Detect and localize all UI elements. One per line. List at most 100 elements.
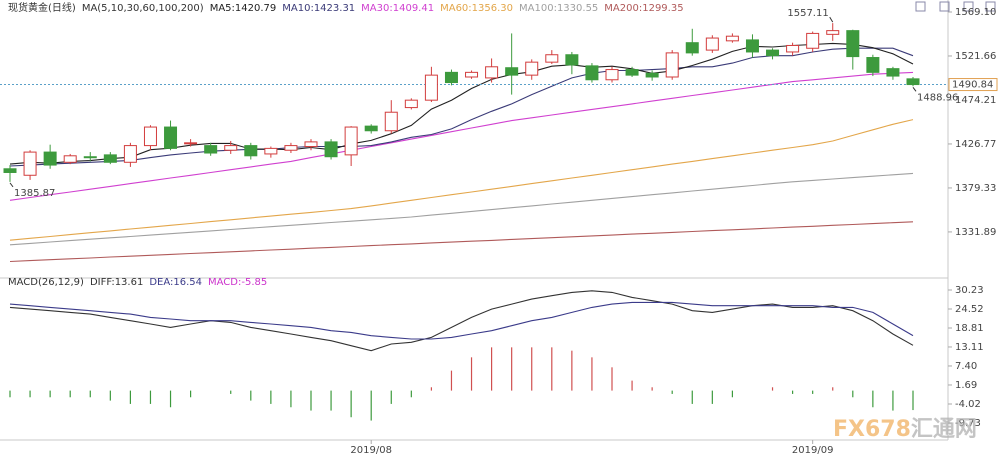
candle-body <box>525 61 539 76</box>
y-tick-label: 1426.77 <box>955 139 996 150</box>
candle-body <box>685 42 699 54</box>
candle-body <box>404 99 418 109</box>
candle-body <box>745 39 759 53</box>
candle-body <box>63 155 77 163</box>
watermark: FX678汇通网 <box>833 417 977 442</box>
high-pointer <box>829 16 834 23</box>
candle-body <box>284 145 298 151</box>
candle-body <box>23 151 37 176</box>
y-tick-label: 1521.66 <box>955 51 996 62</box>
candle-body <box>103 154 117 163</box>
legend-entry: DIFF:13.61 <box>90 277 143 288</box>
y-tick-label: 13.11 <box>955 342 984 353</box>
y-tick-label: -9.73 <box>955 418 981 429</box>
last-price-box <box>948 78 998 92</box>
y-tick-label: 1474.21 <box>955 95 996 106</box>
watermark-text: 汇通网 <box>911 417 977 442</box>
y-tick-label: 1.69 <box>955 380 977 391</box>
candle-body <box>766 49 780 57</box>
ma-line <box>9 71 914 201</box>
candle-body <box>324 141 338 158</box>
icon[interactable] <box>985 1 996 12</box>
candle-body <box>83 156 97 159</box>
candle-body <box>164 126 178 149</box>
title: 现货黄金(日线) <box>8 1 76 14</box>
y-tick-label: 1569.10 <box>955 7 996 18</box>
ma-line <box>9 42 914 165</box>
candle-body <box>384 111 398 132</box>
legend-entry: MA60:1356.30 <box>440 3 513 14</box>
ma-line <box>9 221 914 263</box>
y-tick-label: 18.81 <box>955 323 984 334</box>
last-price-label: 1490.84 <box>952 80 993 91</box>
watermark-text: FX678 <box>833 417 911 442</box>
candle-body <box>485 66 499 79</box>
legend-entry: MA30:1409.41 <box>361 3 434 14</box>
low-pointer <box>9 182 14 188</box>
legend-entry: DEA:16.54 <box>149 277 202 288</box>
candle-body <box>886 68 900 77</box>
candle-body <box>645 72 659 78</box>
candle-body <box>123 145 137 163</box>
candle-body <box>705 37 719 51</box>
macd-line <box>9 301 914 340</box>
candle-body <box>505 67 519 76</box>
candle-body <box>585 65 599 81</box>
candle-body <box>665 52 679 78</box>
candle-body <box>444 71 458 84</box>
legend: MACD(26,12,9) DIFF:13.61 DEA:16.54 MACD:-5.… <box>8 277 267 288</box>
candle-body <box>204 145 218 154</box>
candle-body <box>344 126 358 156</box>
candle-body <box>3 168 17 173</box>
y-tick-label: 7.40 <box>955 361 977 372</box>
icon[interactable] <box>939 1 950 12</box>
candle-body <box>244 145 258 157</box>
candle-body <box>465 71 479 78</box>
candle-body <box>806 32 820 49</box>
candle-body <box>545 54 559 63</box>
low-label: 1385.87 <box>14 188 55 199</box>
icon[interactable] <box>915 1 926 12</box>
candle-body <box>866 57 880 73</box>
candle-body <box>364 125 378 132</box>
candle-body <box>224 145 238 151</box>
low-label: 1488.96 <box>917 92 958 103</box>
ma-line <box>9 119 914 241</box>
legend: 现货黄金(日线) MA(5,10,30,60,100,200) MA5:1420.7… <box>8 1 684 14</box>
icon[interactable] <box>963 1 974 12</box>
legend-entry: MACD:-5.85 <box>208 277 267 288</box>
x-tick-label: 2019/09 <box>792 445 834 456</box>
legend-entry: MA5:1420.79 <box>210 3 277 14</box>
candle-body <box>264 147 278 155</box>
candle-body <box>605 69 619 81</box>
macd-line <box>9 290 914 352</box>
candle-body <box>565 54 579 66</box>
y-tick-label: -4.02 <box>955 399 981 410</box>
y-tick-label: 1331.89 <box>955 227 996 238</box>
y-tick-label: 1379.33 <box>955 183 996 194</box>
y-tick-label: 30.23 <box>955 285 984 296</box>
legend-entry: MA100:1330.55 <box>519 3 598 14</box>
candle-body <box>725 35 739 42</box>
candle-body <box>143 126 157 147</box>
title: MACD(26,12,9) <box>8 277 84 288</box>
indicator: MA(5,10,30,60,100,200) <box>82 3 204 14</box>
candle-body <box>906 78 920 86</box>
candle-body <box>184 142 198 145</box>
candle-body <box>304 141 318 148</box>
x-tick-label: 2019/08 <box>350 445 392 456</box>
ma-line <box>9 172 914 246</box>
high-label: 1557.11 <box>787 8 828 19</box>
ma-line <box>9 47 914 167</box>
candle-body <box>786 44 800 53</box>
legend-entry: MA200:1299.35 <box>604 3 683 14</box>
candle-body <box>625 69 639 76</box>
candle-body <box>43 151 57 166</box>
candle-body <box>424 74 438 101</box>
candle-body <box>846 30 860 58</box>
y-tick-label: 24.52 <box>955 304 984 315</box>
candle-body <box>826 30 840 35</box>
window-icons <box>915 1 996 12</box>
